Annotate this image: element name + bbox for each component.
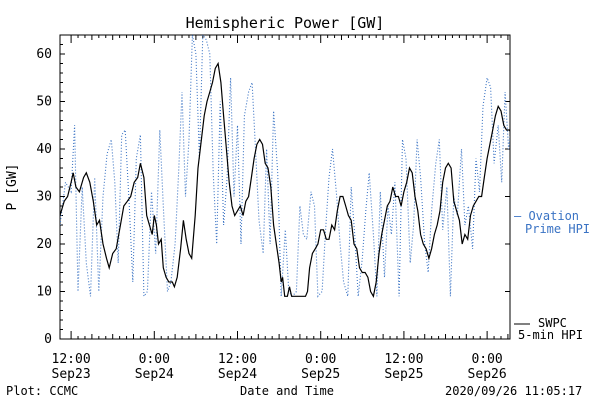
- series-ovation-prime-line: [60, 35, 510, 298]
- y-tick-label: 10: [36, 285, 52, 300]
- x-tick-label-date: Sep26: [468, 367, 507, 382]
- x-tick-label-time: 12:00: [218, 352, 257, 367]
- legend-swpc-label-2: 5-min HPI: [518, 328, 583, 342]
- legend-ovation-label: – Ovation: [514, 209, 579, 223]
- x-tick-label-time: 0:00: [305, 352, 336, 367]
- x-axis-ticks: 12:00Sep230:00Sep2412:00Sep240:00Sep2512…: [52, 35, 509, 382]
- chart-title: Hemispheric Power [GW]: [186, 14, 385, 32]
- x-tick-label-date: Sep24: [135, 367, 174, 382]
- x-tick-label-date: Sep23: [52, 367, 91, 382]
- y-tick-label: 50: [36, 95, 52, 110]
- y-axis-ticks: 0 10 20 30 40 50 60: [36, 44, 510, 347]
- legend-swpc-label-1: SWPC: [538, 316, 567, 330]
- legend-ovation-line1: Ovation: [528, 209, 579, 223]
- x-tick-label-time: 12:00: [52, 352, 91, 367]
- x-tick-label-date: Sep24: [218, 367, 257, 382]
- x-tick-label-time: 0:00: [139, 352, 170, 367]
- y-tick-label: 20: [36, 237, 52, 252]
- footer-plot-credit: Plot: CCMC: [6, 384, 78, 398]
- x-axis-label: Date and Time: [240, 384, 334, 398]
- legend-ovation-label-2: Prime HPI: [525, 222, 590, 236]
- x-tick-label-time: 0:00: [471, 352, 502, 367]
- x-tick-label-date: Sep25: [384, 367, 423, 382]
- x-tick-label-date: Sep25: [301, 367, 340, 382]
- series-swpc-line: [60, 61, 510, 298]
- y-axis-label: P [GW]: [5, 164, 20, 211]
- y-tick-label: 40: [36, 142, 52, 157]
- footer-timestamp: 2020/09/26 11:05:17: [445, 384, 582, 398]
- y-tick-label: 0: [44, 332, 52, 347]
- y-tick-label: 60: [36, 47, 52, 62]
- y-tick-label: 30: [36, 190, 52, 205]
- series-layer: [60, 35, 510, 298]
- x-tick-label-time: 12:00: [384, 352, 423, 367]
